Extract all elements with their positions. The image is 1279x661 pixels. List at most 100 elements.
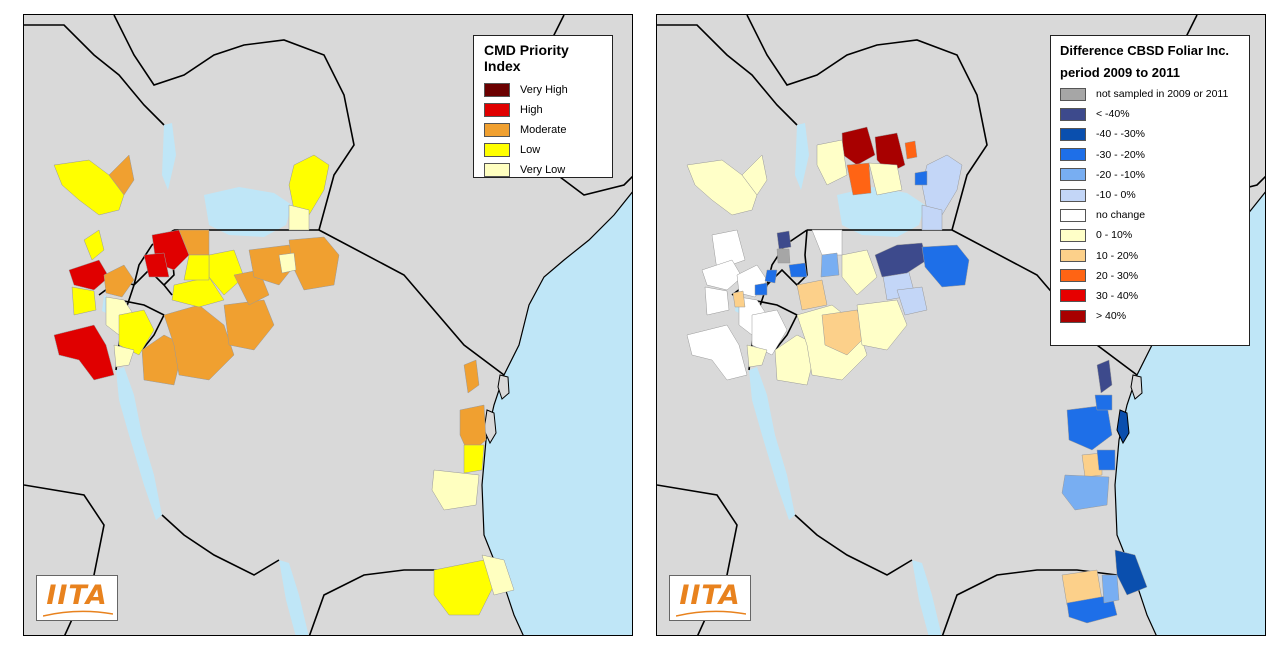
district bbox=[701, 259, 743, 291]
legend-swatch bbox=[1060, 269, 1086, 283]
legend-label: Very High bbox=[520, 84, 568, 96]
district bbox=[868, 162, 903, 196]
cmd-legend-item: Very High bbox=[484, 80, 602, 100]
cbsd-legend-title: Difference CBSD Foliar Inc. bbox=[1060, 43, 1230, 58]
legend-swatch bbox=[1060, 148, 1086, 162]
cmd-legend-title: CMD Priority Index bbox=[484, 42, 569, 74]
district bbox=[796, 279, 828, 311]
cbsd-legend: Difference CBSD Foliar Inc. period 2009 … bbox=[1050, 35, 1250, 346]
district bbox=[108, 154, 135, 196]
district bbox=[811, 229, 843, 256]
cbsd-legend-item: 20 - 30% bbox=[1060, 266, 1240, 286]
legend-swatch bbox=[1060, 289, 1086, 303]
indian-ocean bbox=[482, 192, 632, 635]
legend-label: 0 - 10% bbox=[1096, 229, 1133, 242]
cmd-legend-item: Low bbox=[484, 140, 602, 160]
cbsd-legend-item: -20 - -10% bbox=[1060, 165, 1240, 185]
district bbox=[1081, 452, 1103, 478]
district bbox=[183, 254, 210, 281]
district bbox=[53, 159, 125, 216]
cbsd-legend-item: -30 - -20% bbox=[1060, 145, 1240, 165]
district bbox=[433, 559, 495, 616]
district bbox=[776, 248, 791, 264]
district bbox=[278, 252, 297, 274]
district bbox=[463, 359, 480, 394]
iita-logo-text: IITA bbox=[679, 580, 741, 611]
district bbox=[1066, 404, 1113, 451]
district bbox=[921, 154, 963, 216]
district bbox=[754, 282, 768, 296]
lake-malawi bbox=[912, 560, 942, 635]
district bbox=[820, 252, 840, 278]
district bbox=[711, 229, 746, 271]
legend-label: -20 - -10% bbox=[1096, 168, 1146, 181]
cbsd-legend-item: > 40% bbox=[1060, 306, 1240, 326]
lake-albert bbox=[795, 123, 809, 190]
district bbox=[821, 309, 868, 356]
legend-label: not sampled in 2009 or 2011 bbox=[1096, 88, 1229, 101]
district bbox=[223, 299, 275, 351]
district bbox=[463, 444, 485, 474]
district bbox=[481, 554, 515, 596]
district bbox=[686, 159, 758, 216]
legend-label: -30 - -20% bbox=[1096, 148, 1146, 161]
district bbox=[788, 262, 808, 278]
district bbox=[71, 286, 97, 316]
lake-tanganyika bbox=[116, 367, 162, 520]
pemba-island bbox=[497, 374, 510, 400]
cmd-legend-item: Moderate bbox=[484, 120, 602, 140]
district bbox=[1096, 359, 1113, 394]
district bbox=[1101, 574, 1120, 604]
district bbox=[68, 259, 110, 291]
district bbox=[921, 204, 943, 231]
pemba-island bbox=[1130, 374, 1143, 400]
legend-swatch bbox=[1060, 249, 1086, 263]
district bbox=[1096, 449, 1116, 471]
district bbox=[741, 154, 768, 196]
zanzibar-island bbox=[1116, 409, 1130, 445]
lake-tanganyika bbox=[749, 367, 795, 520]
district bbox=[288, 236, 340, 291]
cbsd-legend-item: not sampled in 2009 or 2011 bbox=[1060, 84, 1240, 104]
legend-label: -40 - -30% bbox=[1096, 128, 1146, 141]
legend-swatch bbox=[1060, 107, 1086, 121]
lake-victoria bbox=[204, 187, 292, 237]
district bbox=[83, 229, 105, 261]
legend-label: 30 - 40% bbox=[1096, 289, 1139, 302]
legend-swatch bbox=[1060, 87, 1086, 101]
logo-swoosh-icon bbox=[43, 610, 113, 617]
lake-albert bbox=[162, 123, 176, 190]
legend-swatch bbox=[484, 163, 510, 177]
legend-label: 20 - 30% bbox=[1096, 269, 1139, 282]
legend-swatch bbox=[1060, 168, 1086, 182]
district bbox=[118, 309, 155, 356]
cbsd-legend-item: 10 - 20% bbox=[1060, 246, 1240, 266]
district bbox=[143, 252, 170, 278]
district bbox=[1061, 474, 1110, 511]
district bbox=[846, 162, 872, 196]
cbsd-difference-map: Difference CBSD Foliar Inc. period 2009 … bbox=[656, 14, 1266, 636]
district bbox=[841, 249, 878, 296]
iita-logo-text: IITA bbox=[46, 580, 108, 611]
iita-logo: IITA bbox=[669, 575, 751, 621]
district bbox=[1094, 394, 1113, 411]
legend-swatch bbox=[1060, 208, 1086, 222]
lake-victoria bbox=[837, 187, 925, 237]
district bbox=[921, 244, 970, 288]
cmd-legend-rows: Very High High Moderate Low Very Low bbox=[484, 80, 602, 180]
cbsd-legend-item: -10 - 0% bbox=[1060, 185, 1240, 205]
cmd-map-canvas bbox=[24, 15, 632, 635]
district bbox=[704, 286, 730, 316]
district bbox=[431, 469, 480, 511]
district bbox=[764, 269, 778, 284]
legend-label: < -40% bbox=[1096, 108, 1130, 121]
cmd-legend-item: High bbox=[484, 100, 602, 120]
district bbox=[746, 344, 768, 368]
legend-swatch bbox=[484, 123, 510, 137]
cbsd-legend-item: no change bbox=[1060, 205, 1240, 225]
cbsd-districts bbox=[686, 126, 1148, 624]
district bbox=[874, 242, 928, 278]
legend-label: Very Low bbox=[520, 164, 566, 176]
district bbox=[904, 140, 918, 160]
legend-swatch bbox=[484, 83, 510, 97]
